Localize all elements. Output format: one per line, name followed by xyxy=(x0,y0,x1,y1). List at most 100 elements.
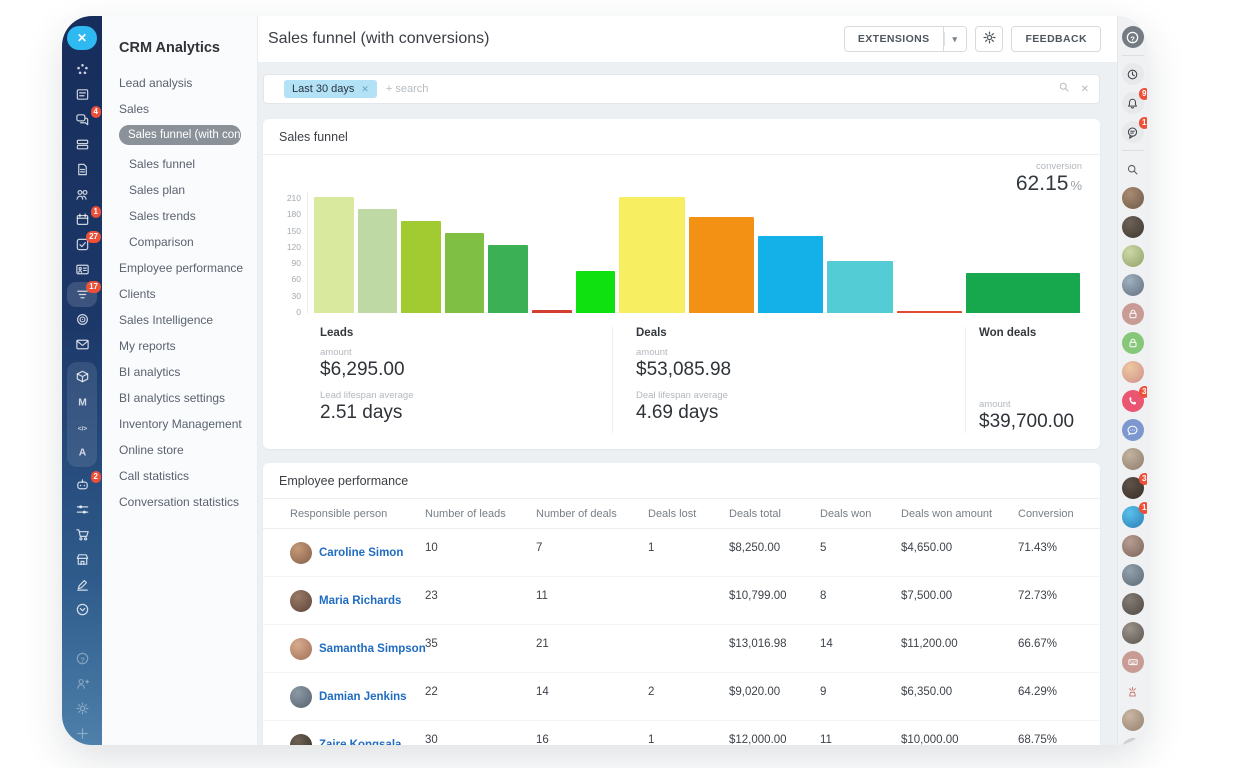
sidebar-item-call-statistics[interactable]: Call statistics xyxy=(102,463,257,489)
filter-chip-last-30-days[interactable]: Last 30 days ✕ xyxy=(284,80,377,98)
person-link[interactable]: Samantha Simpson xyxy=(319,643,426,655)
feed-icon[interactable] xyxy=(71,87,93,102)
feedback-button[interactable]: FEEDBACK xyxy=(1011,26,1101,52)
tasks-icon[interactable]: 27 xyxy=(71,237,93,252)
sidebar-item-employee-performance[interactable]: Employee performance xyxy=(102,255,257,281)
sidebar-item-sales-funnel[interactable]: Sales funnel xyxy=(102,151,257,177)
user-avatar[interactable] xyxy=(1122,738,1144,745)
sidebar-item-inventory-management[interactable]: Inventory Management xyxy=(102,411,257,437)
private-chat-icon[interactable] xyxy=(1122,332,1144,354)
funnel-bar-leads[interactable] xyxy=(532,310,572,313)
funnel-bar-leads[interactable] xyxy=(314,197,354,313)
notifications-icon[interactable]: 9 xyxy=(1122,92,1144,114)
funnel-bar-leads[interactable] xyxy=(488,245,528,313)
cell-won_amount: $4,650.00 xyxy=(901,529,1018,576)
drive-icon[interactable] xyxy=(71,137,93,152)
pulse-icon[interactable] xyxy=(71,62,93,77)
connected-device-icon[interactable] xyxy=(1122,651,1144,673)
automation-icon[interactable]: A xyxy=(71,444,93,459)
user-avatar[interactable]: 3 xyxy=(1122,477,1144,499)
settings-gear-button[interactable] xyxy=(975,26,1003,52)
filter-search-bar[interactable]: Last 30 days ✕ + search ✕ xyxy=(263,74,1100,104)
documents-icon[interactable] xyxy=(71,162,93,177)
more-icon[interactable] xyxy=(71,602,93,617)
sidebar-item-sales-funnel-with-con[interactable]: Sales funnel (with con... xyxy=(102,122,257,151)
user-avatar[interactable] xyxy=(1122,448,1144,470)
mail-icon[interactable] xyxy=(71,337,93,352)
user-avatar[interactable] xyxy=(1122,535,1144,557)
crm-icon[interactable]: 17 xyxy=(71,287,93,302)
settings-icon[interactable] xyxy=(71,701,93,716)
person-link[interactable]: Zaire Kongsala xyxy=(319,739,401,746)
funnel-bar-deals[interactable] xyxy=(827,261,892,313)
online-store-icon[interactable] xyxy=(71,552,93,567)
funnel-bar-deals[interactable] xyxy=(758,236,823,313)
search-icon[interactable] xyxy=(1122,158,1144,180)
funnel-bar-won-deals[interactable] xyxy=(966,273,1080,313)
history-icon[interactable] xyxy=(1122,63,1144,85)
workflows-icon[interactable] xyxy=(71,502,93,517)
search-icon[interactable] xyxy=(1058,80,1070,98)
user-avatar[interactable] xyxy=(1122,564,1144,586)
contact-center-icon[interactable] xyxy=(71,262,93,277)
user-avatar[interactable] xyxy=(1122,274,1144,296)
sidebar-item-comparison[interactable]: Comparison xyxy=(102,229,257,255)
sticker-icon[interactable] xyxy=(1122,680,1144,702)
add-icon[interactable] xyxy=(71,726,93,741)
user-avatar[interactable] xyxy=(1122,245,1144,267)
helpdesk-icon[interactable]: ? xyxy=(1122,26,1144,48)
marketing-target-icon[interactable] xyxy=(71,312,93,327)
invite-users-icon[interactable] xyxy=(71,676,93,691)
person-link[interactable]: Caroline Simon xyxy=(319,547,403,559)
inventory-icon[interactable] xyxy=(71,369,93,384)
user-avatar[interactable]: 1 xyxy=(1122,506,1144,528)
funnel-bar-leads[interactable] xyxy=(576,271,616,313)
sidebar-item-sales-trends[interactable]: Sales trends xyxy=(102,203,257,229)
user-avatar[interactable] xyxy=(1122,622,1144,644)
funnel-bar-leads[interactable] xyxy=(358,209,398,313)
user-avatar[interactable] xyxy=(1122,361,1144,383)
funnel-bar-deals[interactable] xyxy=(619,197,684,313)
person-link[interactable]: Damian Jenkins xyxy=(319,691,407,703)
clear-search-icon[interactable]: ✕ xyxy=(1081,84,1089,95)
messenger-panel-icon[interactable]: 1 xyxy=(1122,121,1144,143)
funnel-bar-deals[interactable] xyxy=(897,311,962,313)
user-avatar[interactable] xyxy=(1122,216,1144,238)
sidebar-item-bi-analytics[interactable]: BI analytics xyxy=(102,359,257,385)
calls-icon[interactable]: 3 xyxy=(1122,390,1144,412)
funnel-bar-leads[interactable] xyxy=(401,221,441,313)
column-header: Deals total xyxy=(729,508,820,520)
sidebar-item-my-reports[interactable]: My reports xyxy=(102,333,257,359)
group-chat-icon[interactable] xyxy=(1122,419,1144,441)
marketing-m-icon[interactable]: M xyxy=(71,394,93,409)
user-avatar[interactable] xyxy=(1122,709,1144,731)
extensions-button[interactable]: EXTENSIONS xyxy=(844,26,944,52)
funnel-bar-leads[interactable] xyxy=(445,233,485,313)
funnel-bar-deals[interactable] xyxy=(689,217,754,313)
calendar-icon[interactable]: 1 xyxy=(71,212,93,227)
collapse-rail-button[interactable]: ✕ xyxy=(67,26,97,50)
table-row: Samantha Simpson3521$13,016.9814$11,200.… xyxy=(263,625,1100,673)
sidebar-item-conversation-statistics[interactable]: Conversation statistics xyxy=(102,489,257,515)
column-header: Deals lost xyxy=(648,508,729,520)
user-avatar[interactable] xyxy=(1122,187,1144,209)
person-link[interactable]: Maria Richards xyxy=(319,595,401,607)
e-sign-icon[interactable] xyxy=(71,577,93,592)
private-chat-icon[interactable] xyxy=(1122,303,1144,325)
messenger-icon[interactable]: 4 xyxy=(71,112,93,127)
user-avatar[interactable] xyxy=(1122,593,1144,615)
sidebar-item-sales-intelligence[interactable]: Sales Intelligence xyxy=(102,307,257,333)
sidebar-item-lead-analysis[interactable]: Lead analysis xyxy=(102,70,257,96)
sidebar-item-sales-plan[interactable]: Sales plan xyxy=(102,177,257,203)
help-icon[interactable]: ? xyxy=(71,651,93,666)
sales-cart-icon[interactable] xyxy=(71,527,93,542)
ai-assistant-icon[interactable]: 2 xyxy=(71,477,93,492)
sidebar-item-clients[interactable]: Clients xyxy=(102,281,257,307)
sites-icon[interactable]: </> xyxy=(71,419,93,434)
chip-remove-icon[interactable]: ✕ xyxy=(361,84,369,95)
sidebar-item-bi-analytics-settings[interactable]: BI analytics settings xyxy=(102,385,257,411)
extensions-caret-button[interactable]: ▾ xyxy=(944,26,968,52)
sidebar-item-online-store[interactable]: Online store xyxy=(102,437,257,463)
sidebar-item-sales[interactable]: Sales xyxy=(102,96,257,122)
employees-icon[interactable] xyxy=(71,187,93,202)
